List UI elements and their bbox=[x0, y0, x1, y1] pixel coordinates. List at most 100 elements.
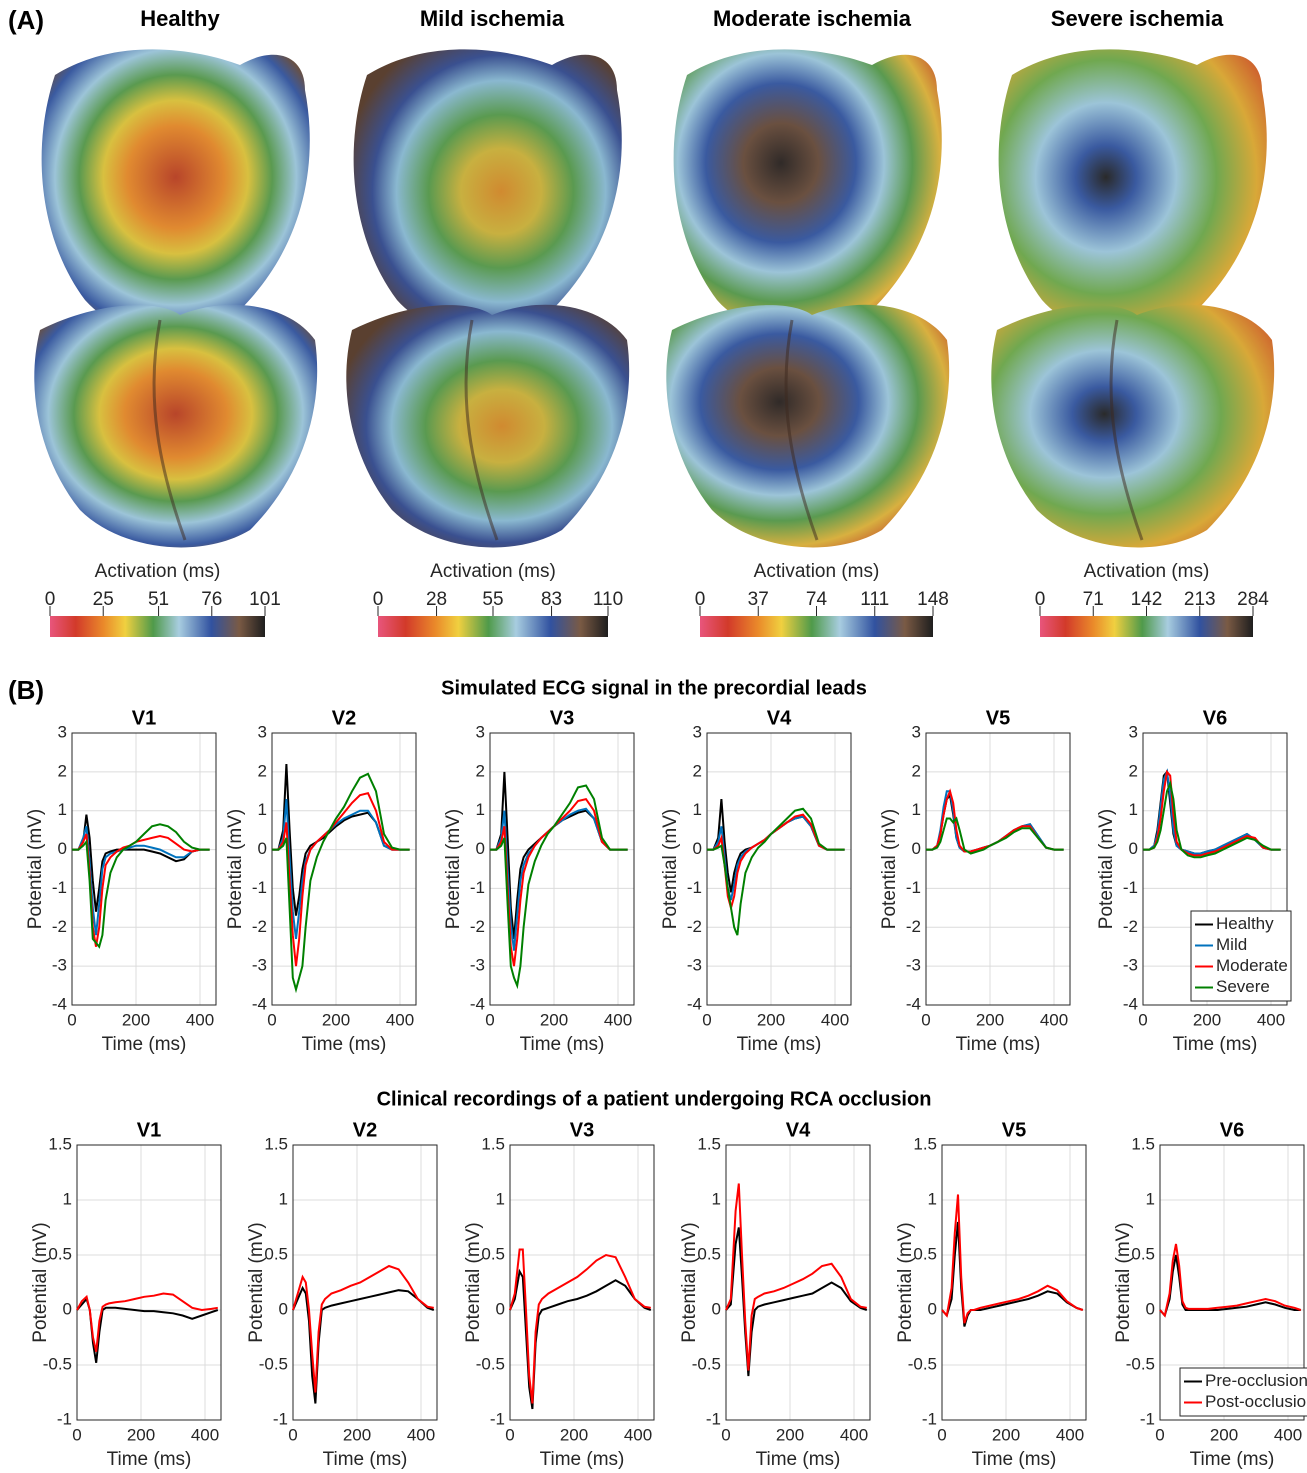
y-tick-label: 0 bbox=[1129, 839, 1138, 858]
x-tick-label: 200 bbox=[343, 1425, 371, 1444]
column-title: Moderate ischemia bbox=[713, 6, 912, 31]
plot-frame bbox=[71, 732, 217, 1006]
colorbar-tick-label: 51 bbox=[148, 589, 169, 610]
x-axis-label: Time (ms) bbox=[956, 1034, 1041, 1055]
y-tick-label: -3 bbox=[252, 956, 267, 975]
y-tick-label: 1 bbox=[712, 1189, 721, 1208]
x-tick-label: 0 bbox=[505, 1425, 514, 1444]
colorbar-tick-label: 76 bbox=[201, 589, 222, 610]
y-tick-label: -2 bbox=[1123, 917, 1138, 936]
y-tick-label: -4 bbox=[687, 994, 702, 1013]
colorbar bbox=[50, 616, 265, 637]
colorbar-tick-label: 110 bbox=[593, 589, 623, 610]
x-tick-label: 0 bbox=[288, 1425, 297, 1444]
y-tick-label: -1 bbox=[273, 1409, 288, 1428]
x-tick-label: 0 bbox=[721, 1425, 730, 1444]
chart-title: V1 bbox=[137, 1119, 161, 1141]
section-title: Clinical recordings of a patient undergo… bbox=[377, 1088, 932, 1110]
x-tick-label: 200 bbox=[122, 1010, 150, 1029]
y-tick-label: 3 bbox=[912, 722, 921, 741]
y-tick-label: -3 bbox=[1123, 956, 1138, 975]
x-tick-label: 400 bbox=[624, 1425, 652, 1444]
y-tick-label: 0 bbox=[258, 839, 267, 858]
y-tick-label: -0.5 bbox=[692, 1354, 721, 1373]
section-title: Simulated ECG signal in the precordial l… bbox=[441, 677, 867, 699]
legend-label: Moderate bbox=[1216, 956, 1288, 975]
heart-section bbox=[346, 304, 630, 548]
y-tick-label: 3 bbox=[1129, 722, 1138, 741]
y-tick-label: 0.5 bbox=[481, 1244, 505, 1263]
y-tick-label: 3 bbox=[693, 722, 702, 741]
y-tick-label: 0 bbox=[693, 839, 702, 858]
heart-section bbox=[34, 304, 318, 548]
y-axis-label: Potential (mV) bbox=[1096, 809, 1117, 929]
y-axis-label: Potential (mV) bbox=[679, 1222, 700, 1342]
y-tick-label: 0 bbox=[63, 1299, 72, 1318]
y-tick-label: 1 bbox=[1146, 1189, 1155, 1208]
legend-label: Mild bbox=[1216, 935, 1247, 954]
series-line bbox=[725, 1227, 868, 1377]
y-tick-label: 1 bbox=[928, 1189, 937, 1208]
x-axis-label: Time (ms) bbox=[107, 1449, 192, 1470]
x-axis-label: Time (ms) bbox=[1190, 1449, 1275, 1470]
septum bbox=[1109, 319, 1144, 541]
y-tick-label: -1 bbox=[922, 1409, 937, 1428]
y-axis-label: Potential (mV) bbox=[25, 809, 46, 929]
chart-title: V3 bbox=[550, 707, 574, 729]
column-title: Severe ischemia bbox=[1051, 6, 1224, 31]
x-tick-label: 400 bbox=[386, 1010, 414, 1029]
series-line bbox=[490, 784, 628, 990]
chart-title: V5 bbox=[986, 707, 1010, 729]
x-tick-label: 0 bbox=[702, 1010, 711, 1029]
y-axis-label: Potential (mV) bbox=[30, 1222, 51, 1342]
series-line bbox=[926, 788, 1064, 853]
x-tick-label: 400 bbox=[191, 1425, 219, 1444]
x-tick-label: 0 bbox=[67, 1010, 76, 1029]
colorbar-tick-label: 0 bbox=[1035, 589, 1046, 610]
y-tick-label: 0 bbox=[712, 1299, 721, 1318]
colorbar bbox=[378, 616, 608, 637]
x-tick-label: 400 bbox=[821, 1010, 849, 1029]
x-tick-label: 400 bbox=[1056, 1425, 1084, 1444]
series-line bbox=[1143, 768, 1281, 855]
colorbar-label: Activation (ms) bbox=[754, 561, 880, 582]
y-tick-label: -4 bbox=[470, 994, 485, 1013]
x-tick-label: 0 bbox=[1138, 1010, 1147, 1029]
y-tick-label: 2 bbox=[1129, 761, 1138, 780]
y-tick-label: 1 bbox=[476, 800, 485, 819]
y-tick-label: 1.5 bbox=[481, 1134, 505, 1153]
y-tick-label: 2 bbox=[912, 761, 921, 780]
series-line bbox=[1143, 769, 1281, 857]
colorbar-label: Activation (ms) bbox=[1084, 561, 1210, 582]
y-tick-label: -1 bbox=[1123, 878, 1138, 897]
colorbar-tick-label: 101 bbox=[249, 589, 281, 610]
legend-label: Severe bbox=[1216, 977, 1270, 996]
colorbar-tick-label: 25 bbox=[93, 589, 114, 610]
colorbar bbox=[1040, 616, 1253, 637]
y-tick-label: -1 bbox=[470, 878, 485, 897]
plot-frame bbox=[489, 732, 635, 1006]
y-tick-label: 1 bbox=[58, 800, 67, 819]
y-axis-label: Potential (mV) bbox=[895, 1222, 916, 1342]
y-tick-label: 1 bbox=[1129, 800, 1138, 819]
x-axis-label: Time (ms) bbox=[756, 1449, 841, 1470]
x-tick-label: 0 bbox=[937, 1425, 946, 1444]
y-tick-label: 1 bbox=[912, 800, 921, 819]
chart-title: V6 bbox=[1203, 707, 1227, 729]
colorbar-tick-label: 111 bbox=[860, 589, 889, 610]
chart-title: V2 bbox=[353, 1119, 377, 1141]
x-axis-label: Time (ms) bbox=[323, 1449, 408, 1470]
series-line bbox=[1159, 1254, 1301, 1318]
y-tick-label: 0 bbox=[1146, 1299, 1155, 1318]
y-tick-label: -2 bbox=[252, 917, 267, 936]
x-tick-label: 200 bbox=[776, 1425, 804, 1444]
column-title: Healthy bbox=[140, 6, 220, 31]
y-tick-label: 0.5 bbox=[1131, 1244, 1155, 1263]
legend-box bbox=[1190, 910, 1292, 1002]
y-tick-label: 0 bbox=[912, 839, 921, 858]
y-tick-label: -2 bbox=[52, 917, 67, 936]
x-axis-label: Time (ms) bbox=[540, 1449, 625, 1470]
y-tick-label: 1 bbox=[693, 800, 702, 819]
y-tick-label: -1 bbox=[52, 878, 67, 897]
